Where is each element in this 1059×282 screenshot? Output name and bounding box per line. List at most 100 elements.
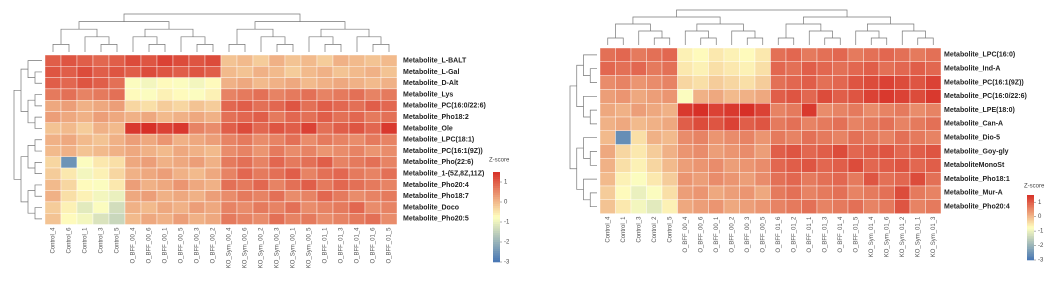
heatmap-cell bbox=[380, 156, 398, 169]
heatmap-cell bbox=[300, 122, 318, 135]
heatmap-cell bbox=[615, 144, 632, 159]
heatmap-cell bbox=[832, 185, 849, 201]
heatmap-cell bbox=[909, 185, 926, 201]
dendrogram-branch bbox=[144, 28, 194, 37]
heatmap-cell bbox=[300, 133, 318, 146]
heatmap-cell bbox=[220, 145, 238, 157]
heatmap-cell bbox=[785, 144, 802, 159]
colorbar-segment bbox=[1027, 240, 1034, 243]
heatmap-cell bbox=[124, 133, 142, 146]
heatmap-cell bbox=[863, 61, 880, 76]
colorbar-segment bbox=[1027, 224, 1034, 227]
dendrogram-branch bbox=[34, 94, 42, 107]
heatmap-cell bbox=[172, 156, 190, 169]
heatmap-cell bbox=[204, 145, 222, 157]
heatmap-cell bbox=[785, 171, 802, 187]
dendrogram-branch bbox=[803, 16, 891, 24]
heatmap-cell bbox=[252, 111, 270, 124]
heatmap-cell bbox=[364, 88, 382, 101]
heatmap-cell bbox=[188, 167, 206, 180]
colorbar-segment bbox=[1027, 199, 1034, 202]
heatmap-cell bbox=[878, 47, 895, 63]
column-label: O_BFF_01_6 bbox=[776, 216, 782, 253]
heatmap-cell bbox=[723, 75, 740, 90]
heatmap-cell bbox=[284, 133, 302, 146]
heatmap-cell bbox=[124, 201, 142, 214]
column-label: O_BFF_01_1 bbox=[807, 216, 813, 253]
column-label: O_BFF_01_5 bbox=[853, 216, 859, 253]
heatmap-cell bbox=[300, 54, 318, 67]
heatmap-cell bbox=[909, 144, 926, 159]
heatmap-cell bbox=[236, 66, 254, 78]
dendrogram-branch bbox=[34, 116, 42, 129]
heatmap-cell bbox=[754, 47, 771, 63]
heatmap-cell bbox=[60, 212, 78, 225]
heatmap-cell bbox=[615, 89, 632, 104]
heatmap-cell bbox=[599, 102, 616, 118]
column-label: Control_4 bbox=[605, 216, 611, 243]
heatmap-cell bbox=[44, 77, 62, 90]
colorbar-segment bbox=[493, 212, 500, 216]
dendrograms bbox=[13, 13, 390, 220]
dendrogram-branch bbox=[589, 151, 597, 166]
heatmap-cell bbox=[661, 116, 678, 132]
heatmap-cell bbox=[124, 179, 142, 191]
heatmap-cell bbox=[252, 66, 270, 78]
dendrogram-branch bbox=[653, 37, 671, 45]
heatmap-cell bbox=[252, 145, 270, 157]
heatmap-cell bbox=[268, 88, 286, 101]
colorbar-segment bbox=[493, 183, 500, 186]
heatmap-cell bbox=[785, 89, 802, 104]
heatmap-cell bbox=[364, 66, 382, 78]
heatmap-cell bbox=[300, 88, 318, 101]
heatmap-cell bbox=[348, 66, 366, 78]
heatmap-cell bbox=[284, 111, 302, 124]
colorbar-segment bbox=[1027, 245, 1034, 248]
heatmap-cell bbox=[268, 54, 286, 67]
heatmap-cell bbox=[156, 88, 174, 101]
heatmap-cell bbox=[599, 199, 616, 214]
heatmap-cell bbox=[156, 212, 174, 225]
column-label: KO_Sym_01_3 bbox=[931, 216, 937, 257]
colorbar-tick-label: 1 bbox=[504, 180, 508, 186]
heatmap-cell bbox=[172, 133, 190, 146]
heatmap-cell bbox=[156, 179, 174, 191]
heatmap-cell bbox=[723, 116, 740, 132]
colorbar-segment bbox=[493, 210, 500, 213]
heatmap-cell bbox=[739, 144, 756, 159]
heatmap-cell bbox=[268, 156, 286, 169]
heatmap-cell bbox=[909, 75, 926, 90]
dendrogram-branch bbox=[13, 89, 21, 180]
heatmap-cell bbox=[847, 47, 864, 63]
heatmap-cell bbox=[754, 199, 771, 214]
heatmap-cell bbox=[92, 88, 110, 101]
heatmap-cell bbox=[44, 190, 62, 203]
heatmap-cell bbox=[236, 133, 254, 146]
heatmap-cell bbox=[44, 179, 62, 191]
heatmap-cell bbox=[332, 190, 350, 203]
dendrogram-branch bbox=[148, 44, 166, 52]
heatmap-cell bbox=[284, 167, 302, 180]
colorbar-segment bbox=[1027, 225, 1034, 228]
dendrogram-branch bbox=[607, 37, 624, 45]
heatmap-cell bbox=[801, 89, 818, 104]
colorbar-segment bbox=[493, 230, 500, 234]
heatmap-cell bbox=[92, 167, 110, 180]
colorbar-segment bbox=[1027, 232, 1034, 235]
colorbar-segment bbox=[1027, 256, 1034, 259]
colorbar-segment bbox=[1027, 237, 1034, 240]
heatmap-cell bbox=[204, 54, 222, 67]
heatmap-cell bbox=[364, 111, 382, 124]
heatmap-cell bbox=[909, 47, 926, 63]
heatmap-cell bbox=[723, 158, 740, 173]
heatmap-cell bbox=[754, 158, 771, 173]
colorbar-segment bbox=[493, 172, 500, 175]
heatmap-cell bbox=[332, 133, 350, 146]
dendrogram-branch bbox=[34, 71, 42, 84]
heatmap-cell bbox=[832, 144, 849, 159]
heatmap-cell bbox=[92, 111, 110, 124]
heatmap-cell bbox=[76, 179, 94, 191]
heatmap-cell bbox=[124, 99, 142, 112]
heatmap-cell bbox=[925, 102, 942, 118]
heatmap-cell bbox=[692, 158, 709, 173]
